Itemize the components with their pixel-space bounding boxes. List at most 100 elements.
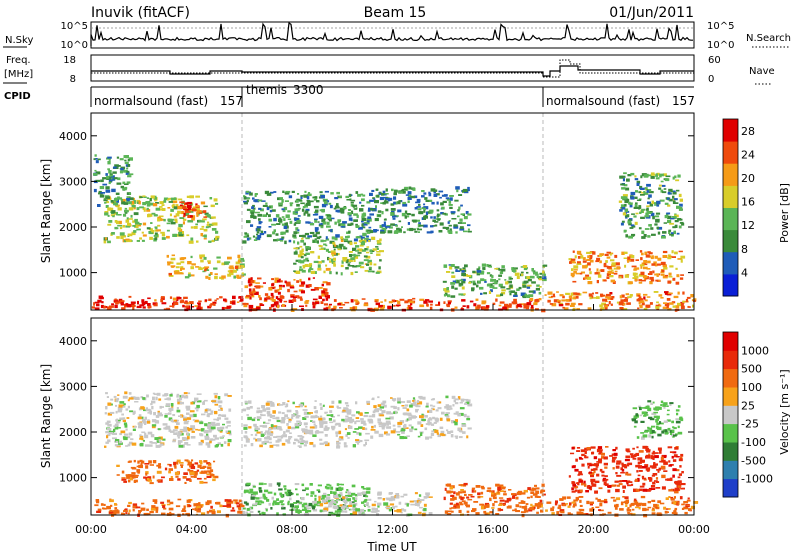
velocity-echo-cell — [616, 462, 621, 465]
power-echo-cell — [252, 235, 255, 238]
velocity-echo-cell — [189, 471, 195, 475]
velocity-echo-cell — [326, 483, 330, 486]
velocity-echo-cell — [679, 496, 683, 500]
power-echo-cell — [275, 233, 279, 236]
velocity-echo-cell — [604, 478, 609, 481]
power-echo-cell — [172, 200, 178, 204]
power-echo-cell — [325, 306, 331, 309]
velocity-echo-cell — [587, 462, 592, 466]
power-echo-cell — [335, 209, 338, 213]
velocity-echo-cell — [417, 511, 422, 514]
velocity-echo-cell — [487, 487, 492, 490]
velocity-echo-cell — [337, 407, 342, 409]
velocity-echo-cell — [297, 424, 300, 427]
power-echo-cell — [195, 203, 198, 207]
velocity-echo-cell — [618, 460, 622, 464]
velocity-echo-cell — [133, 459, 136, 463]
velocity-echo-cell — [144, 463, 150, 465]
velocity-echo-cell — [143, 476, 147, 479]
velocity-echo-cell — [131, 467, 137, 470]
power-echo-cell — [349, 241, 353, 246]
power-echo-cell — [172, 297, 177, 301]
velocity-echo-cell — [642, 445, 648, 449]
power-echo-region — [331, 297, 546, 313]
velocity-echo-cell — [343, 505, 349, 507]
power-echo-cell — [254, 193, 258, 196]
power-echo-cell — [187, 201, 192, 204]
velocity-echo-cell — [266, 400, 270, 403]
power-echo-cell — [513, 267, 518, 270]
power-echo-cell — [668, 255, 673, 258]
power-echo-cell — [146, 203, 151, 207]
power-echo-cell — [660, 180, 664, 183]
power-echo-cell — [320, 195, 325, 199]
power-echo-cell — [377, 214, 381, 217]
power-echo-cell — [636, 298, 641, 302]
velocity-echo-cell — [190, 466, 196, 470]
power-echo-cell — [667, 204, 671, 207]
velocity-echo-cell — [655, 507, 660, 510]
velocity-echo-cell — [256, 431, 261, 434]
power-echo-cell — [526, 294, 530, 298]
velocity-echo-cell — [96, 510, 102, 513]
power-echo-cell — [548, 296, 553, 299]
power-echo-cell — [171, 254, 175, 257]
velocity-echo-cell — [188, 504, 192, 507]
velocity-echo-cell — [461, 500, 466, 503]
velocity-echo-cell — [176, 407, 179, 410]
velocity-echo-cell — [115, 439, 120, 443]
power-echo-cell — [376, 247, 379, 250]
power-echo-cell — [363, 303, 369, 307]
velocity-echo-cell — [362, 427, 365, 430]
power-echo-cell — [172, 233, 177, 237]
power-echo-cell — [161, 237, 166, 240]
power-echo-cell — [352, 204, 358, 207]
power-echo-cell — [197, 219, 200, 223]
power-echo-cell — [147, 306, 151, 309]
power-echo-cell — [417, 208, 422, 211]
velocity-echo-cell — [170, 419, 174, 423]
velocity-echo-cell — [390, 498, 396, 501]
velocity-echo-cell — [313, 406, 317, 410]
power-echo-cell — [168, 201, 173, 203]
power-echo-cell — [321, 290, 326, 294]
power-echo-cell — [414, 230, 418, 233]
velocity-echo-cell — [412, 401, 417, 405]
power-echo-cell — [498, 278, 501, 281]
velocity-colorbar-tick: 25 — [741, 399, 755, 412]
velocity-echo-cell — [180, 394, 183, 399]
velocity-echo-cell — [611, 484, 616, 487]
power-echo-cell — [487, 264, 492, 268]
power-echo-cell — [245, 302, 249, 306]
power-echo-cell — [516, 303, 522, 308]
power-echo-cell — [334, 221, 337, 225]
velocity-echo-cell — [678, 458, 683, 462]
power-echo-cell — [482, 279, 487, 281]
power-echo-cell — [522, 295, 527, 299]
power-echo-cell — [666, 298, 671, 301]
power-echo-cell — [206, 224, 212, 227]
velocity-echo-cell — [189, 414, 194, 418]
velocity-echo-cell — [429, 436, 433, 439]
power-echo-cell — [529, 275, 535, 279]
power-echo-cell — [376, 243, 382, 245]
freq-tick-bottom: 8 — [70, 74, 76, 85]
power-echo-cell — [320, 301, 324, 304]
power-echo-cell — [97, 158, 101, 161]
power-echo-cell — [258, 285, 264, 288]
power-echo-cell — [623, 251, 628, 254]
velocity-echo-cell — [330, 414, 334, 417]
power-echo-cell — [297, 229, 300, 232]
velocity-echo-cell — [628, 481, 633, 483]
power-echo-cell — [338, 223, 341, 227]
power-echo-cell — [369, 262, 373, 266]
velocity-echo-cell — [536, 511, 539, 514]
velocity-echo-region — [116, 459, 219, 485]
power-echo-cell — [558, 303, 564, 307]
power-echo-cell — [308, 246, 311, 249]
velocity-echo-cell — [141, 502, 145, 505]
velocity-echo-cell — [144, 416, 147, 420]
velocity-echo-cell — [427, 496, 433, 498]
power-echo-cell — [621, 207, 626, 210]
velocity-echo-cell — [355, 417, 360, 419]
